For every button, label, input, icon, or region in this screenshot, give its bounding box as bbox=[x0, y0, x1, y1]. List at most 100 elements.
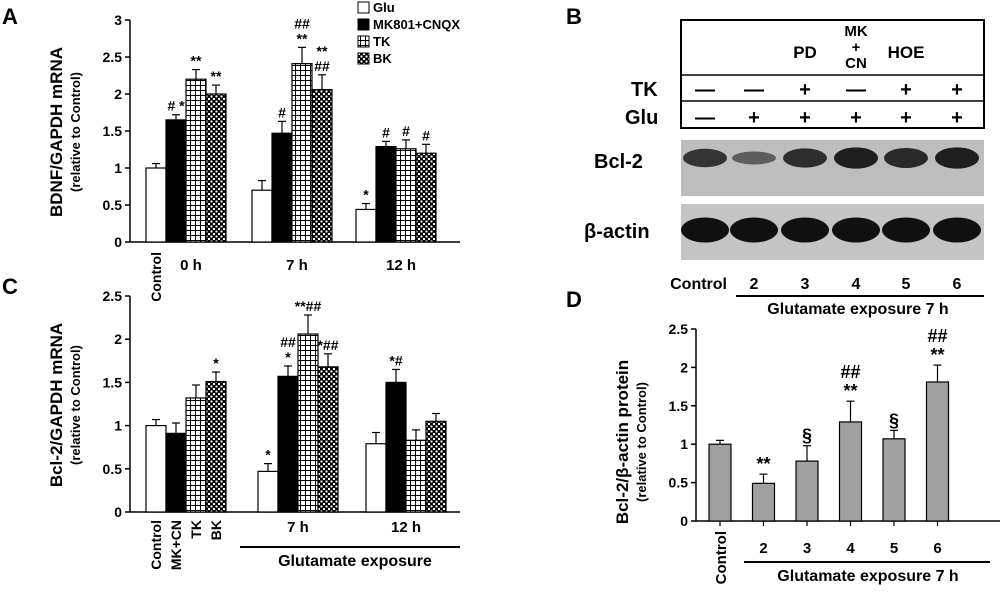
bar bbox=[751, 482, 776, 522]
control-label: Control bbox=[148, 252, 164, 302]
significance-label-line: ** bbox=[756, 454, 770, 474]
tk-sign: + bbox=[799, 79, 811, 101]
significance-label: ##** bbox=[840, 362, 860, 401]
significance-label: ##* bbox=[280, 334, 296, 365]
tk-sign: + bbox=[951, 79, 963, 101]
y-tick-label: 0 bbox=[680, 513, 688, 529]
glu-sign: — bbox=[695, 107, 715, 129]
legend-label: BK bbox=[373, 51, 392, 66]
lane-label: 6 bbox=[953, 276, 962, 293]
lane-label: 4 bbox=[852, 276, 861, 293]
glu-sign: + bbox=[951, 107, 963, 129]
significance-label-line: **## bbox=[295, 298, 322, 314]
significance-label-line: ** bbox=[191, 53, 202, 69]
bar bbox=[205, 93, 227, 243]
significance-label-line: * bbox=[265, 447, 271, 463]
x-label: 5 bbox=[890, 540, 898, 557]
x-label: TK bbox=[188, 520, 204, 539]
bar bbox=[185, 397, 207, 513]
bar bbox=[277, 375, 299, 513]
significance-label-line: § bbox=[889, 410, 899, 430]
significance-label-line: # bbox=[402, 123, 410, 139]
bar bbox=[297, 333, 319, 513]
bcl2-band bbox=[732, 151, 776, 165]
blot-label-actin: β-actin bbox=[584, 221, 650, 243]
significance-label-line: # bbox=[422, 127, 430, 143]
bcl2-band bbox=[683, 148, 727, 168]
chart-c-ylabel-2: (relative to Control) bbox=[68, 345, 83, 465]
y-tick-label: 2 bbox=[114, 331, 122, 347]
significance-label-line: ** bbox=[297, 30, 308, 46]
bar bbox=[795, 460, 819, 522]
actin-band bbox=[781, 217, 829, 243]
bcl2-band bbox=[884, 148, 928, 168]
significance-label-line: ** bbox=[211, 68, 222, 84]
significance-label-line: * bbox=[213, 355, 219, 371]
x-label: Control bbox=[713, 531, 730, 584]
glu-sign: + bbox=[748, 107, 760, 129]
significance-label-line: ** bbox=[317, 43, 328, 59]
legend-label: Glu bbox=[373, 0, 395, 15]
significance-label: # bbox=[278, 104, 286, 120]
treatment-label: MK+CN bbox=[844, 23, 867, 72]
bar bbox=[145, 425, 167, 513]
y-tick-label: 1.5 bbox=[103, 123, 123, 139]
bar bbox=[838, 421, 863, 522]
actin-band bbox=[832, 217, 880, 243]
glu-sign: + bbox=[799, 107, 811, 129]
y-tick-label: 1 bbox=[114, 418, 122, 434]
significance-label: § bbox=[889, 410, 899, 430]
bar bbox=[257, 470, 279, 513]
actin-band bbox=[681, 217, 729, 243]
treatment-label-line: MK bbox=[844, 23, 867, 40]
legend-swatch bbox=[357, 1, 370, 14]
bcl2-band bbox=[834, 147, 878, 169]
significance-label-line: # * bbox=[167, 98, 185, 114]
x-label: 4 bbox=[846, 540, 855, 557]
treatment-label: HOE bbox=[888, 43, 925, 62]
group-title: Glutamate exposure bbox=[278, 553, 432, 570]
bar bbox=[355, 208, 377, 243]
y-tick-label: 1 bbox=[680, 436, 688, 452]
treatment-label-line: HOE bbox=[888, 43, 925, 62]
significance-label-line: ## bbox=[840, 362, 860, 382]
group-label: 7 h bbox=[287, 519, 309, 536]
bar bbox=[205, 380, 227, 513]
y-tick-label: 1.5 bbox=[103, 374, 123, 390]
x-label: 2 bbox=[759, 540, 767, 557]
bar bbox=[317, 366, 339, 513]
tk-sign: + bbox=[900, 79, 912, 101]
x-label: MK+CN bbox=[168, 520, 184, 570]
bar bbox=[185, 78, 207, 243]
chart-d-ylabel-2: (relative to Control) bbox=[634, 382, 649, 502]
actin-band bbox=[882, 217, 930, 243]
group-label: 12 h bbox=[391, 519, 421, 536]
significance-label-line: § bbox=[802, 426, 812, 446]
bar bbox=[165, 119, 187, 243]
lane-label: 2 bbox=[750, 276, 759, 293]
legend-label: TK bbox=[373, 34, 391, 49]
significance-label: **## bbox=[295, 298, 322, 314]
significance-label: *# bbox=[389, 352, 402, 368]
blot-group-label: Glutamate exposure 7 h bbox=[767, 301, 948, 318]
significance-label: # bbox=[402, 123, 410, 139]
bar bbox=[395, 148, 417, 243]
significance-label-line: ## bbox=[927, 326, 947, 346]
bar bbox=[291, 63, 313, 243]
treatment-label: PD bbox=[793, 43, 817, 62]
significance-label-line: *## bbox=[317, 337, 338, 353]
x-label: BK bbox=[208, 520, 224, 540]
tk-sign: — bbox=[695, 79, 715, 101]
significance-label-line: ## bbox=[280, 334, 296, 350]
treatment-label-line: PD bbox=[793, 43, 817, 62]
y-tick-label: 1 bbox=[114, 160, 122, 176]
row-label-glu: Glu bbox=[625, 107, 658, 129]
significance-label: ** bbox=[756, 454, 770, 474]
significance-label-line: # bbox=[278, 104, 286, 120]
chart-d-bcl2-protein: Bcl-2/β-actin protein (relative to Contr… bbox=[613, 321, 1000, 585]
chart-a-legend: Glu MK801+CNQX TK BK bbox=[357, 0, 460, 66]
panel-letter-b: B bbox=[566, 4, 582, 29]
significance-label-line: * bbox=[285, 349, 291, 365]
y-tick-label: 0 bbox=[114, 234, 122, 250]
